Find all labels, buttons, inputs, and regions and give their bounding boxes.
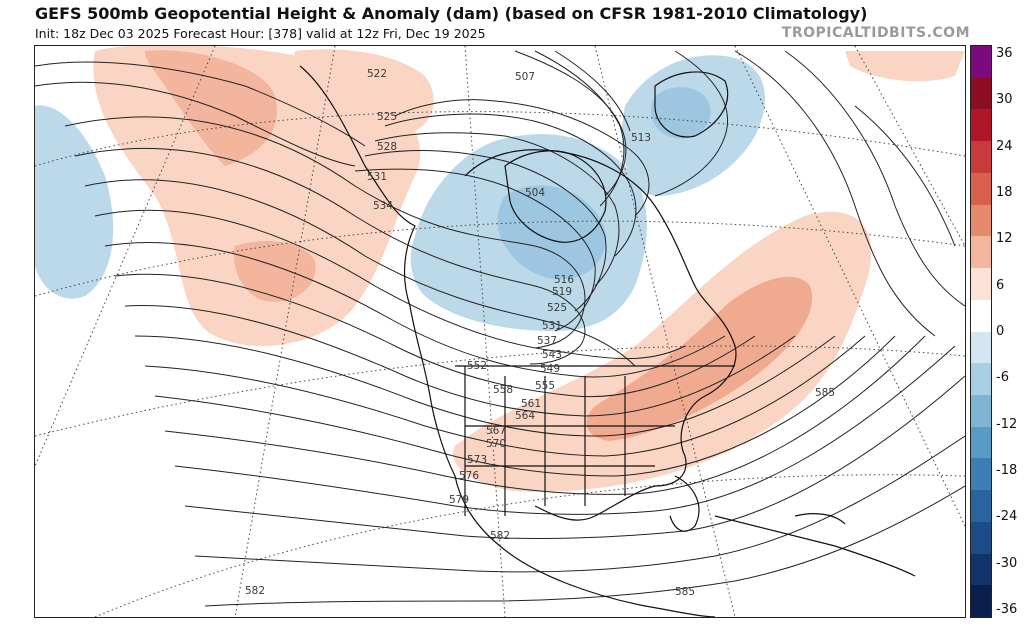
map-panel: 507 513 504 516 519 525 531 537 543 549 … [34,45,966,618]
colorbar-tick-label: -12 [996,416,1018,432]
colorbar-segment [971,553,991,586]
colorbar-tick-label: 30 [996,92,1013,108]
contour-label: 513 [631,132,651,144]
contour-label: 561 [521,398,541,410]
colorbar-tick-label: -30 [996,555,1018,571]
colorbar-tick-label: 24 [996,138,1013,154]
contour-label: 525 [547,302,567,314]
colorbar-segment [971,585,991,618]
height-contours [35,50,965,607]
site-brand: TROPICALTIDBITS.COM [781,25,970,41]
coastlines [299,65,916,617]
contour-label: 570 [486,438,506,450]
pos-anomaly-pacific [93,46,421,346]
colorbar-segment [971,141,991,174]
colorbar-tick-label: -6 [996,370,1009,386]
colorbar-tick-label: 6 [996,277,1005,293]
pos-anomaly-pacific-core [145,50,277,166]
colorbar-segment [971,426,991,459]
contour-label: 531 [367,171,387,183]
contour-label: 558 [493,384,513,396]
contour-label: 582 [245,585,265,597]
contour-label: 522 [367,68,387,80]
colorbar-tick-label: 36 [996,46,1013,61]
contour-label: 567 [486,425,506,437]
contour-label: 552 [467,360,487,372]
contour-label: 519 [552,286,572,298]
chart-title: GEFS 500mb Geopotential Height & Anomaly… [35,4,868,23]
map-svg: 507 513 504 516 519 525 531 537 543 549 … [35,46,965,617]
contour-label: 582 [490,530,510,542]
contour-label: 531 [542,320,562,332]
contour-labels: 507 513 504 516 519 525 531 537 543 549 … [245,68,835,598]
contour-label: 555 [535,380,555,392]
colorbar-segment [971,172,991,206]
colorbar-tick-label: -24 [996,509,1018,525]
contour-label: 564 [515,410,535,422]
neg-anomaly-canada-core [497,185,606,280]
pos-anomaly-east-core [586,276,813,441]
colorbar [970,45,992,618]
anomaly-shading [35,46,965,492]
colorbar-segment [971,331,991,364]
contour-label: 507 [515,71,535,83]
colorbar-tick-label: 12 [996,231,1013,247]
colorbar-segment [971,268,991,301]
colorbar-segment [971,236,991,269]
contour-label: 537 [537,335,557,347]
contour-label: 573 [467,454,487,466]
contour-label: 579 [449,494,469,506]
contour-label: 543 [542,349,562,361]
colorbar-segment [971,394,991,428]
colorbar-segment [971,490,991,523]
colorbar-tick-label: -36 [996,602,1018,617]
colorbar-segment [971,299,991,332]
colorbar-segment [971,363,991,396]
colorbar-segment [971,204,991,237]
pos-anomaly-pacific-core2 [234,241,316,302]
colorbar-segment [971,521,991,555]
contour-label: 585 [675,586,695,598]
pos-anomaly-alaska [294,49,434,135]
pos-anomaly-ne-corner [845,51,965,82]
colorbar-segment [971,458,991,491]
contour-label: 585 [815,387,835,399]
colorbar-tick-label: 0 [996,324,1005,339]
contour-label: 525 [377,111,397,123]
contour-label: 534 [373,200,393,212]
neg-anomaly-west-pacific [35,105,114,299]
colorbar-tick-label: 18 [996,185,1013,200]
colorbar-segment [971,109,991,142]
chart-subtitle: Init: 18z Dec 03 2025 Forecast Hour: [37… [35,26,486,41]
contour-label: 549 [540,363,560,375]
neg-anomaly-greenland-core [651,87,711,139]
colorbar-tick-label: -18 [996,463,1018,478]
colorbar-segment [971,77,991,110]
contour-label: 516 [554,274,574,286]
contour-label: 576 [459,470,479,482]
colorbar-segment [971,46,991,79]
contour-label: 504 [525,187,545,199]
contour-label: 528 [377,141,397,153]
